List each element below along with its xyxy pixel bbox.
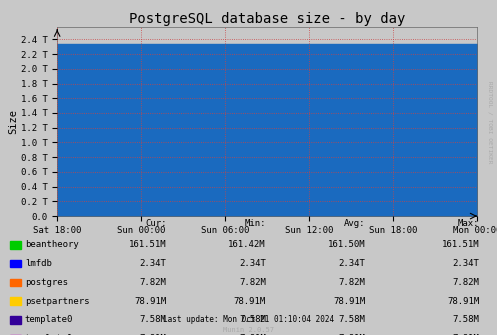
Text: 7.82M: 7.82M — [338, 278, 365, 287]
Text: 7.81M: 7.81M — [453, 334, 480, 335]
Text: 7.58M: 7.58M — [140, 316, 166, 324]
Text: 7.58M: 7.58M — [338, 316, 365, 324]
Text: 78.91M: 78.91M — [234, 297, 266, 306]
Text: lmfdb: lmfdb — [25, 259, 52, 268]
Text: 78.91M: 78.91M — [333, 297, 365, 306]
Text: template1: template1 — [25, 334, 73, 335]
Text: 7.58M: 7.58M — [239, 316, 266, 324]
Text: template0: template0 — [25, 316, 73, 324]
Text: beantheory: beantheory — [25, 241, 79, 249]
Title: PostgreSQL database size - by day: PostgreSQL database size - by day — [129, 12, 406, 26]
Text: 2.34T: 2.34T — [140, 259, 166, 268]
Text: postgres: postgres — [25, 278, 68, 287]
Y-axis label: Size: Size — [8, 109, 18, 134]
Text: 78.91M: 78.91M — [447, 297, 480, 306]
Text: 7.81M: 7.81M — [239, 334, 266, 335]
Text: Last update: Mon Oct 21 01:10:04 2024: Last update: Mon Oct 21 01:10:04 2024 — [163, 315, 334, 324]
Text: 2.34T: 2.34T — [338, 259, 365, 268]
Text: Munin 2.0.57: Munin 2.0.57 — [223, 327, 274, 333]
Text: Cur:: Cur: — [145, 219, 166, 228]
Text: 161.42M: 161.42M — [228, 241, 266, 249]
Text: Max:: Max: — [458, 219, 480, 228]
Text: RRDTOOL / TOBI OETIKER: RRDTOOL / TOBI OETIKER — [487, 81, 492, 163]
Text: 7.81M: 7.81M — [338, 334, 365, 335]
Text: 161.51M: 161.51M — [129, 241, 166, 249]
Text: 161.51M: 161.51M — [442, 241, 480, 249]
Text: 7.58M: 7.58M — [453, 316, 480, 324]
Text: psetpartners: psetpartners — [25, 297, 89, 306]
Text: 2.34T: 2.34T — [453, 259, 480, 268]
Text: 7.81M: 7.81M — [140, 334, 166, 335]
Text: 7.82M: 7.82M — [140, 278, 166, 287]
Text: 7.82M: 7.82M — [239, 278, 266, 287]
Text: 7.82M: 7.82M — [453, 278, 480, 287]
Text: Avg:: Avg: — [344, 219, 365, 228]
Text: 78.91M: 78.91M — [134, 297, 166, 306]
Text: 2.34T: 2.34T — [239, 259, 266, 268]
Text: Min:: Min: — [245, 219, 266, 228]
Text: 161.50M: 161.50M — [328, 241, 365, 249]
